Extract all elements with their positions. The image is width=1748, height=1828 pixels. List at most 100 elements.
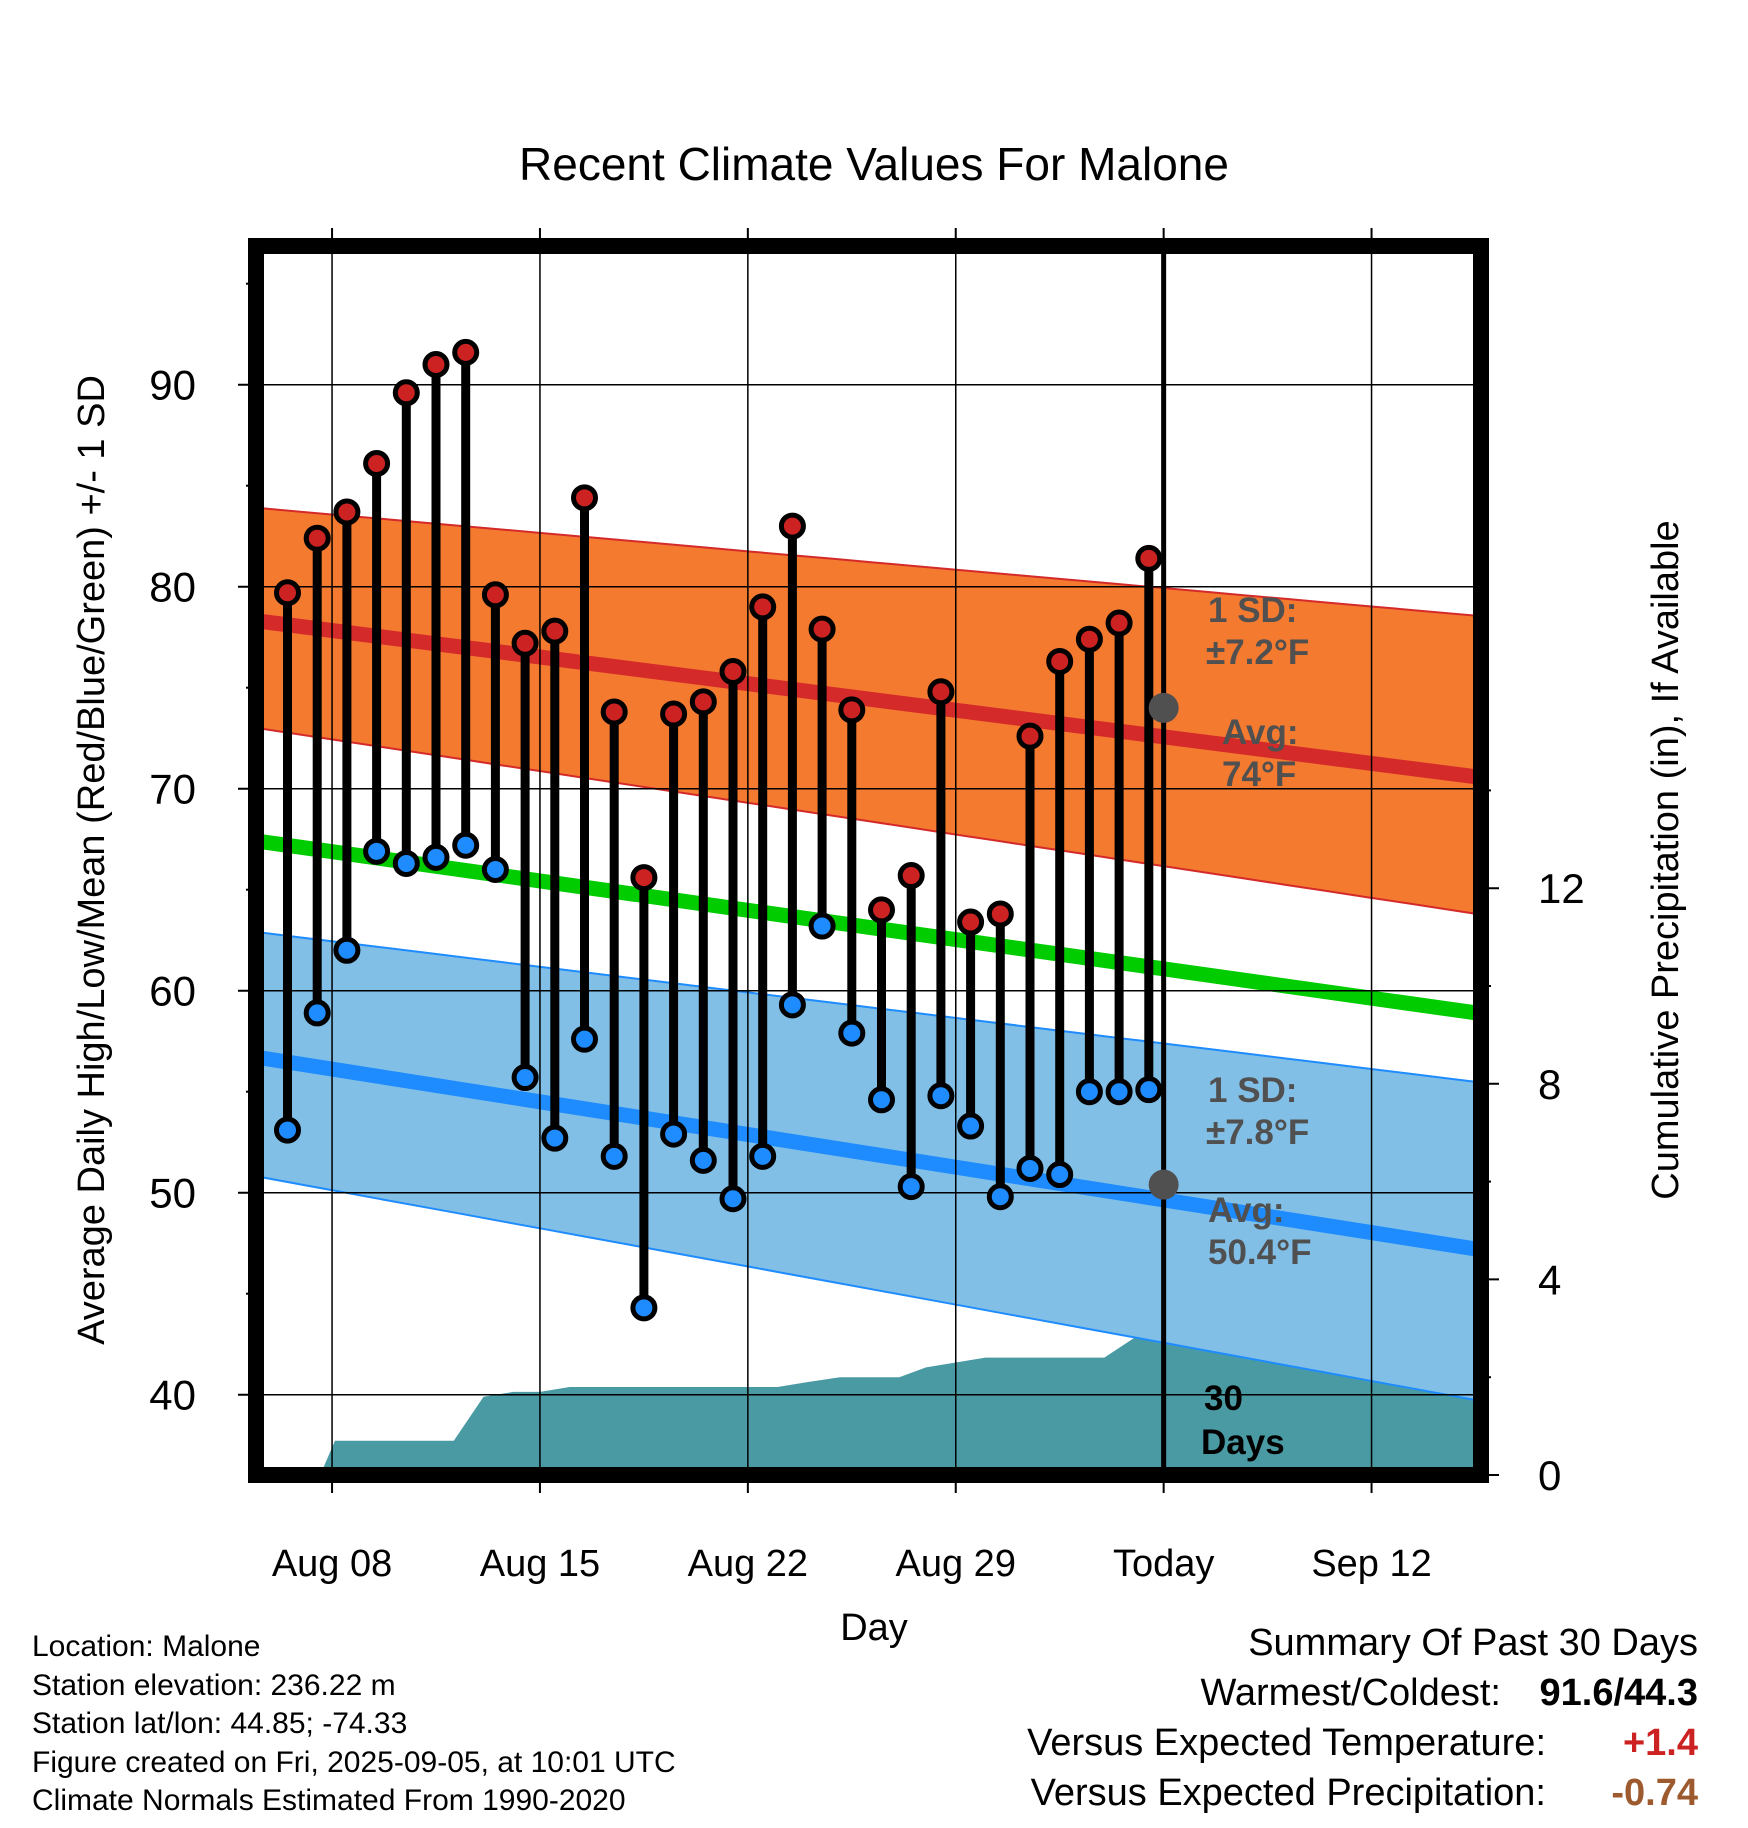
high-point — [1075, 625, 1103, 653]
y-right-tick-label: 4 — [1538, 1256, 1561, 1303]
high-point — [897, 862, 925, 890]
low-point — [422, 843, 450, 871]
chart-title: Recent Climate Values For Malone — [519, 138, 1229, 190]
high-point — [1135, 544, 1163, 572]
low-point — [452, 831, 480, 859]
low-avg-value: 50.4°F — [1208, 1233, 1312, 1272]
days-label: Days — [1201, 1423, 1285, 1462]
low-point — [660, 1120, 688, 1148]
low-point — [778, 991, 806, 1019]
y-tick-label: 80 — [149, 564, 196, 611]
high-point — [778, 512, 806, 540]
summary-temp: Versus Expected Temperature: +1.4 — [1027, 1718, 1698, 1768]
high-point — [422, 351, 450, 378]
high-point — [749, 593, 777, 621]
low-sd-label: 1 SD: — [1208, 1071, 1297, 1110]
high-avg-value: 74°F — [1222, 755, 1296, 794]
high-point — [541, 617, 569, 645]
high-point — [274, 579, 301, 607]
y-tick-label: 70 — [149, 766, 196, 813]
high-point — [303, 524, 331, 552]
x-axis-label: Day — [840, 1607, 908, 1649]
high-point — [1105, 609, 1133, 637]
low-point — [689, 1146, 717, 1174]
high-point — [957, 908, 985, 936]
high-point — [868, 896, 895, 924]
high-point — [571, 484, 598, 512]
low-point — [481, 856, 509, 883]
info-created: Figure created on Fri, 2025-09-05, at 10… — [32, 1745, 676, 1779]
y-tick-label: 90 — [149, 362, 196, 409]
summary-heading: Summary Of Past 30 Days — [1248, 1622, 1698, 1664]
low-point — [808, 912, 836, 940]
high-point — [452, 338, 480, 366]
high-point — [481, 581, 509, 609]
low-point — [927, 1082, 955, 1110]
high-point — [689, 688, 717, 716]
precip-label: Versus Expected Precipitation: — [1030, 1772, 1546, 1814]
high-sd-label: 1 SD: — [1208, 591, 1297, 630]
high-point — [363, 449, 391, 477]
y-axis-label: Average Daily High/Low/Mean (Red/Blue/Gr… — [71, 375, 113, 1345]
high-point — [392, 379, 420, 407]
info-elevation: Station elevation: 236.22 m — [32, 1668, 396, 1702]
low-point — [511, 1064, 539, 1092]
y-right-tick-label: 0 — [1538, 1452, 1561, 1499]
low-sd-band — [256, 930, 1481, 1403]
station-info: Location: Malone Station elevation: 236.… — [32, 1628, 676, 1821]
summary-precip: Versus Expected Precipitation: -0.74 — [1027, 1768, 1698, 1818]
days-count-label: 30 — [1204, 1379, 1243, 1418]
low-point — [363, 837, 391, 865]
low-avg-label: Avg: — [1208, 1191, 1284, 1230]
y-tick-label: 40 — [149, 1372, 196, 1419]
low-point — [957, 1112, 985, 1140]
precip-area — [320, 1338, 1481, 1475]
high-point — [333, 498, 361, 526]
precip-value: -0.74 — [1611, 1772, 1698, 1814]
info-latlon: Station lat/lon: 44.85; -74.33 — [32, 1707, 408, 1740]
x-tick-label: Sep 12 — [1311, 1543, 1431, 1585]
high-point — [660, 700, 688, 728]
high-point — [511, 629, 539, 657]
high-point — [927, 678, 955, 706]
high-sd-value: ±7.2°F — [1206, 633, 1309, 672]
high-point — [986, 900, 1014, 928]
low-point — [303, 999, 331, 1027]
summary-warm-cold: Warmest/Coldest: 91.6/44.3 — [1027, 1668, 1698, 1718]
low-point — [1135, 1076, 1163, 1104]
x-tick-label: Aug 15 — [480, 1543, 600, 1585]
low-point — [897, 1173, 925, 1201]
low-point — [719, 1185, 747, 1213]
today-high-avg-dot — [1148, 692, 1179, 723]
y-right-tick-label: 12 — [1538, 865, 1585, 912]
y-tick-label: 50 — [149, 1170, 196, 1217]
warm-cold-label: Warmest/Coldest: — [1200, 1672, 1501, 1714]
low-point — [986, 1183, 1014, 1211]
low-point — [392, 849, 420, 877]
x-tick-label: Aug 22 — [688, 1543, 808, 1585]
mean-line — [256, 833, 1481, 1022]
low-sd-value: ±7.8°F — [1206, 1113, 1309, 1152]
low-point — [749, 1142, 777, 1170]
y-right-tick-label: 8 — [1538, 1061, 1561, 1108]
temp-value: +1.4 — [1622, 1722, 1698, 1764]
low-point — [541, 1124, 569, 1152]
high-point — [808, 615, 836, 643]
low-point — [1016, 1154, 1044, 1182]
plot-frame — [248, 238, 1489, 1483]
high-sd-band — [256, 506, 1481, 916]
y-tick-label: 60 — [149, 968, 196, 1015]
x-tick-label: Aug 08 — [272, 1543, 392, 1585]
summary-panel: Summary Of Past 30 Days Warmest/Coldest:… — [1027, 1618, 1698, 1818]
high-point — [719, 658, 747, 686]
low-avg-line — [256, 1049, 1481, 1258]
low-point — [600, 1142, 628, 1170]
high-avg-label: Avg: — [1222, 713, 1298, 752]
x-tick-label: Aug 29 — [896, 1543, 1016, 1585]
high-point — [1046, 647, 1074, 675]
low-point — [1046, 1161, 1074, 1189]
low-point — [630, 1294, 658, 1322]
warm-cold-value: 91.6/44.3 — [1539, 1672, 1698, 1714]
